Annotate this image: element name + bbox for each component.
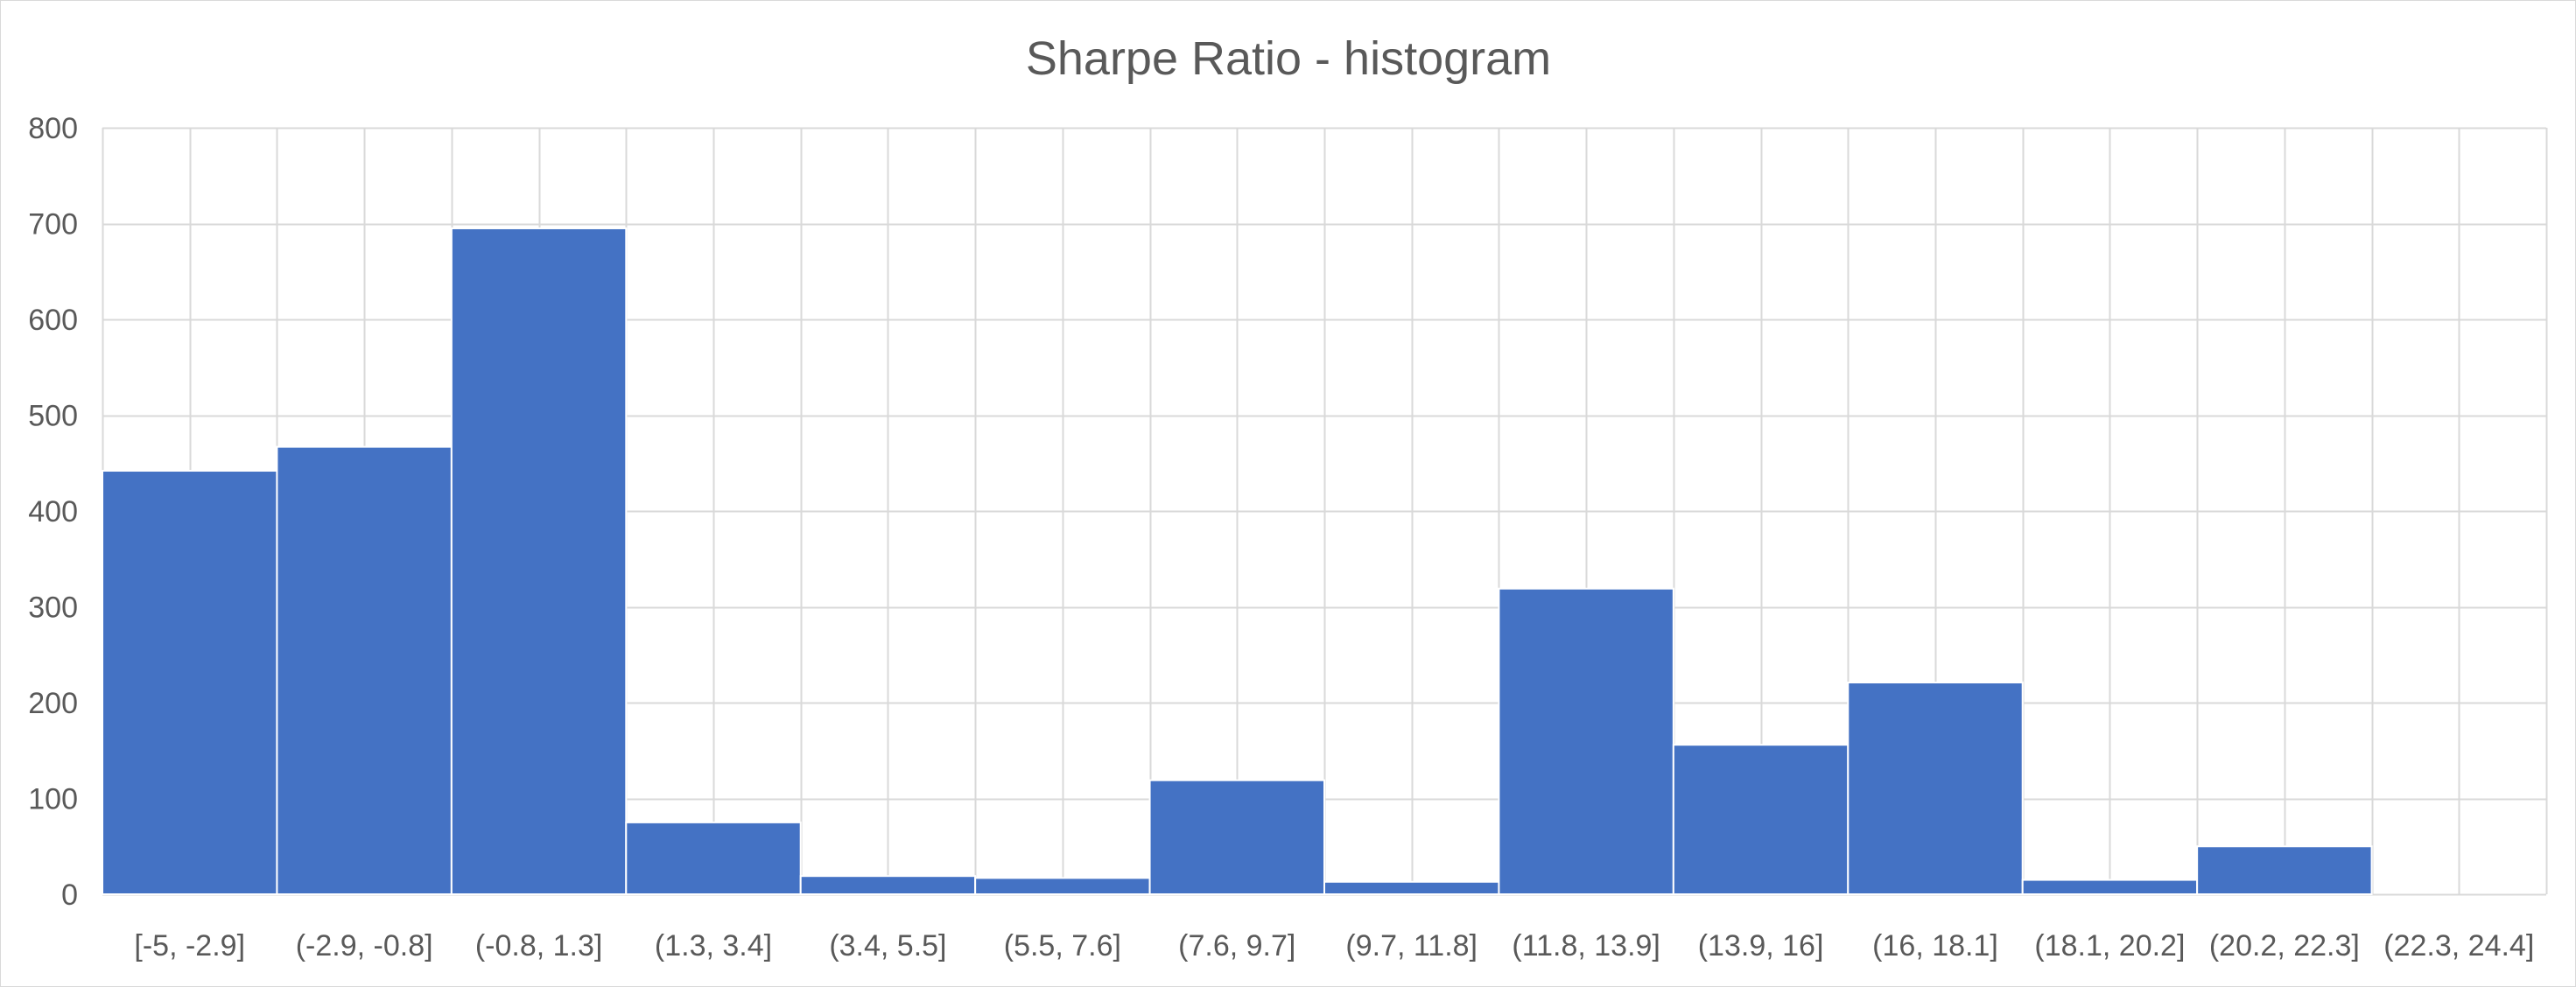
x-tick-label: (5.5, 7.6] <box>1004 929 1121 962</box>
histogram-bar <box>1148 779 1325 895</box>
x-tick-label: (13.9, 16] <box>1698 929 1824 962</box>
histogram-bar <box>2196 845 2373 895</box>
histogram-bar <box>450 227 628 896</box>
histogram-bar <box>625 821 802 895</box>
y-tick-label: 700 <box>28 208 78 242</box>
histogram-bar <box>1847 682 2024 895</box>
y-tick-label: 800 <box>28 112 78 145</box>
x-tick-label: [-5, -2.9] <box>134 929 245 962</box>
x-tick-label: (22.3, 24.4] <box>2383 929 2534 962</box>
histogram-bar <box>102 470 278 895</box>
histogram-bar <box>276 445 453 895</box>
x-tick-label: (1.3, 3.4] <box>655 929 772 962</box>
x-tick-label: (9.7, 11.8] <box>1345 929 1478 962</box>
histogram-bar <box>799 875 977 896</box>
y-tick-label: 400 <box>28 495 78 528</box>
x-tick-label: (7.6, 9.7] <box>1178 929 1295 962</box>
y-tick-label: 0 <box>61 878 78 912</box>
x-tick-label: (20.2, 22.3] <box>2209 929 2360 962</box>
x-tick-label: (-0.8, 1.3] <box>475 929 603 962</box>
x-tick-label: (18.1, 20.2] <box>2034 929 2185 962</box>
x-tick-label: (16, 18.1] <box>1872 929 1998 962</box>
y-tick-label: 200 <box>28 687 78 720</box>
x-tick-label: (-2.9, -0.8] <box>296 929 433 962</box>
chart-title: Sharpe Ratio - histogram <box>1026 32 1551 85</box>
histogram-bar <box>1498 587 1674 895</box>
y-tick-label: 600 <box>28 304 78 337</box>
y-tick-label: 500 <box>28 400 78 433</box>
x-tick-label: (11.8, 13.9] <box>1512 929 1660 962</box>
histogram-bar <box>1323 880 1500 896</box>
histogram-bar <box>1672 744 1850 895</box>
y-tick-label: 300 <box>28 592 78 625</box>
histogram-bar <box>974 877 1151 896</box>
y-tick-label: 100 <box>28 783 78 816</box>
x-axis-tick-labels: [-5, -2.9] (-2.9, -0.8] (-0.8, 1.3] (1.3, 3… <box>134 929 2534 962</box>
x-tick-label: (3.4, 5.5] <box>829 929 946 962</box>
bars <box>102 227 2373 896</box>
histogram-bar <box>2021 878 2199 896</box>
y-axis-tick-labels: 0 100 200 300 400 500 600 700 800 <box>28 112 78 912</box>
